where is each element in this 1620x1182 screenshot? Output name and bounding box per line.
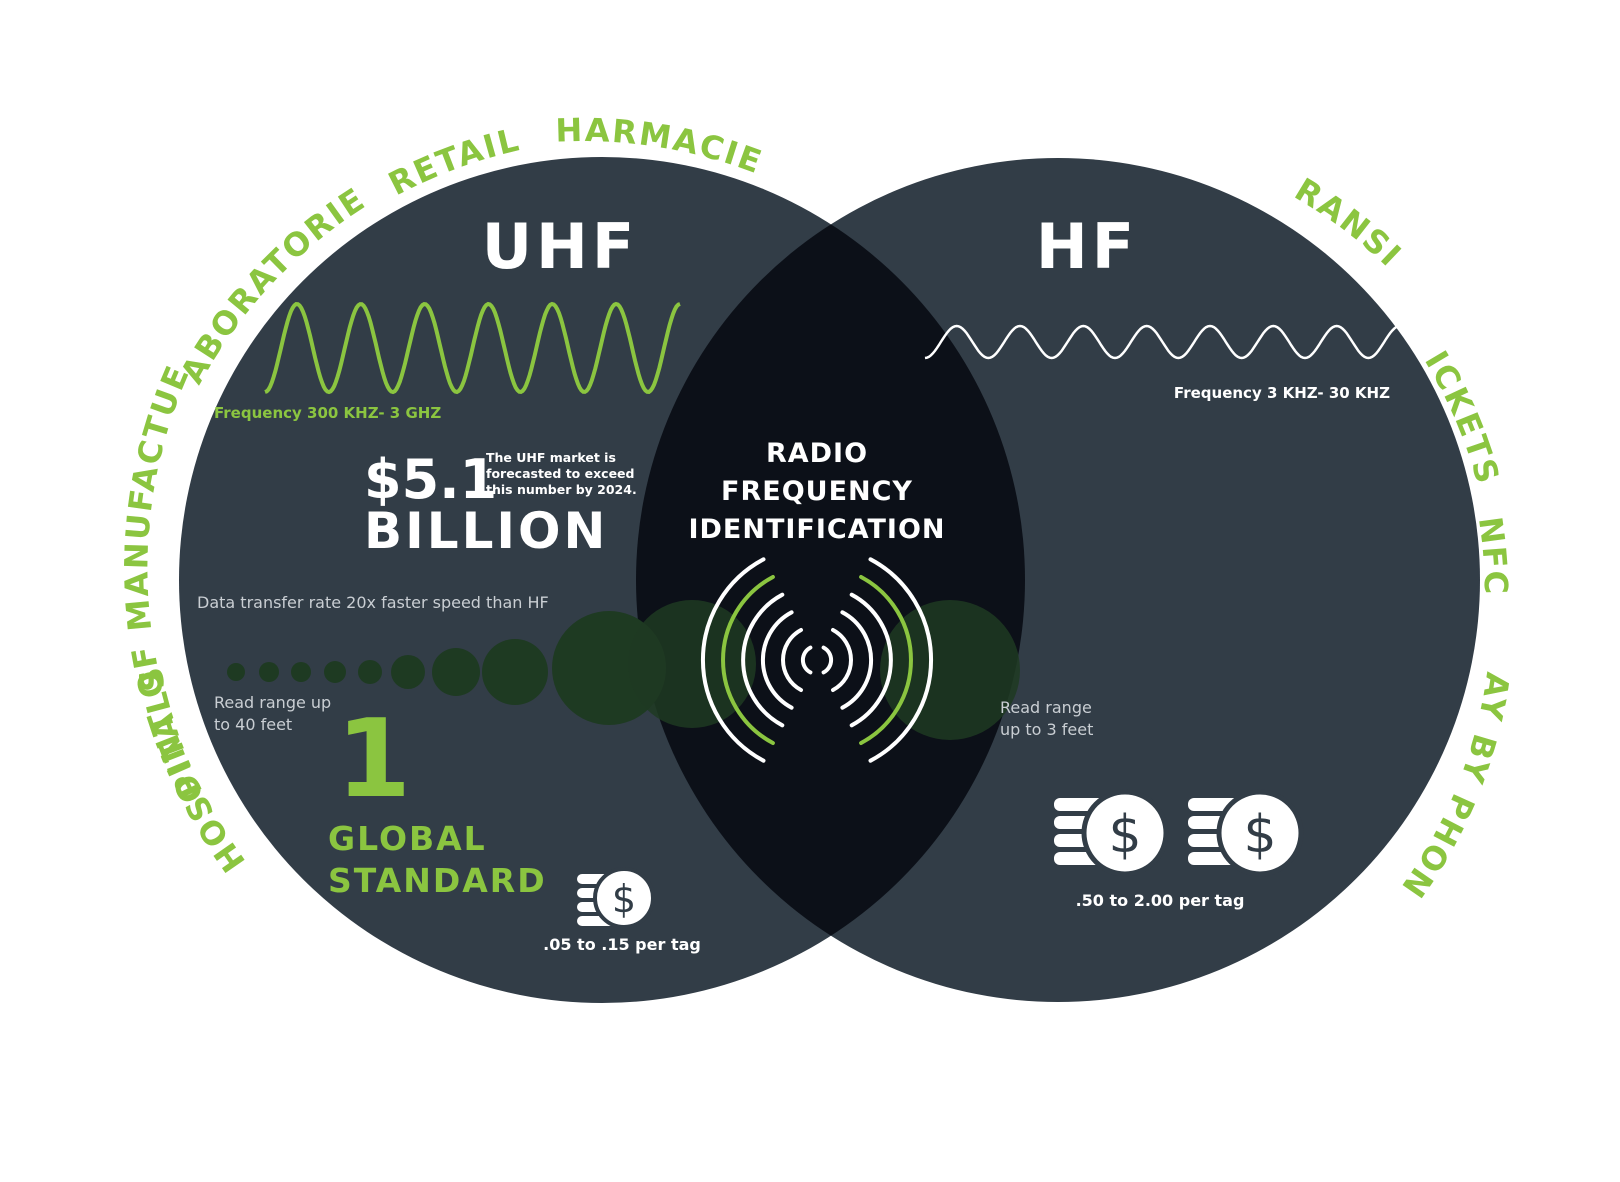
signal-arc <box>721 575 775 745</box>
range-dot <box>291 662 311 682</box>
range-dot <box>259 662 279 682</box>
center-title-3: IDENTIFICATION <box>688 514 945 545</box>
hf-title: HF <box>1036 210 1138 283</box>
signal-arc <box>760 610 794 710</box>
read-range-dots <box>227 600 1020 740</box>
coin-stack-dollar-icon: $ <box>577 867 655 929</box>
uhf-price: .05 to .15 per tag <box>543 935 701 954</box>
uhf-frequency: Frequency 300 KHZ- 3 GHZ <box>214 404 441 422</box>
uhf-market-note-3: this number by 2024. <box>486 482 637 497</box>
coin-stack-dollar-icon: $ <box>1188 789 1304 877</box>
svg-text:$: $ <box>1108 805 1141 865</box>
range-dot <box>628 600 756 728</box>
range-dot <box>227 663 245 681</box>
svg-text:$: $ <box>612 877 636 921</box>
uhf-title: UHF <box>482 210 639 283</box>
hf-frequency: Frequency 3 KHZ- 30 KHZ <box>1174 384 1390 402</box>
uhf-market-unit: BILLION <box>364 502 608 560</box>
center-title-1: RADIO <box>766 438 868 469</box>
uhf-standard-label-2: STANDARD <box>328 861 547 900</box>
app-label-pharmacies: PHARMACIES <box>0 0 768 181</box>
signal-arc <box>781 628 803 692</box>
signal-arc <box>849 592 893 728</box>
coin-stack-dollar-icon: $ <box>1054 789 1169 877</box>
svg-text:$: $ <box>1243 805 1276 865</box>
app-label-point-of-manufacture: POINT OF MANUFACTUER <box>0 0 212 809</box>
range-dot <box>432 648 480 696</box>
uhf-standard-label-1: GLOBAL <box>328 819 487 858</box>
uhf-wave-icon <box>264 301 681 395</box>
signal-arc <box>840 610 874 710</box>
uhf-read-range-2: to 40 feet <box>214 715 292 734</box>
range-dot <box>358 660 382 684</box>
hf-price: .50 to 2.00 per tag <box>1076 891 1245 910</box>
signal-arc <box>800 645 813 675</box>
uhf-market-value: $5.1 <box>364 448 497 511</box>
uhf-standard-number: 1 <box>336 697 411 822</box>
signal-arc <box>821 645 834 675</box>
app-label-nfc: NFC <box>1471 515 1515 597</box>
uhf-read-range-1: Read range up <box>214 693 331 712</box>
range-dot <box>482 639 548 705</box>
signal-arc <box>859 575 913 745</box>
signal-arc <box>868 557 934 763</box>
range-dot <box>391 655 425 689</box>
range-dot <box>880 600 1020 740</box>
hf-read-range-1: Read range <box>1000 698 1092 717</box>
uhf-market-note-2: forecasted to exceed <box>486 466 634 481</box>
signal-arc <box>831 628 853 692</box>
hf-wave-icon <box>924 324 1401 360</box>
center-title-2: FREQUENCY <box>721 476 913 507</box>
venn-overlap <box>636 158 1025 1002</box>
uhf-market-note-1: The UHF market is <box>486 450 616 465</box>
signal-arc <box>741 592 785 728</box>
uhf-transfer-rate: Data transfer rate 20x faster speed than… <box>197 593 549 612</box>
signal-arc <box>700 557 766 763</box>
hf-read-range-2: up to 3 feet <box>1000 720 1093 739</box>
range-dot <box>324 661 346 683</box>
rfid-signal-icon <box>700 557 934 763</box>
